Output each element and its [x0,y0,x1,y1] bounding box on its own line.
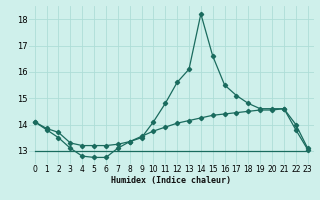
X-axis label: Humidex (Indice chaleur): Humidex (Indice chaleur) [111,176,231,185]
